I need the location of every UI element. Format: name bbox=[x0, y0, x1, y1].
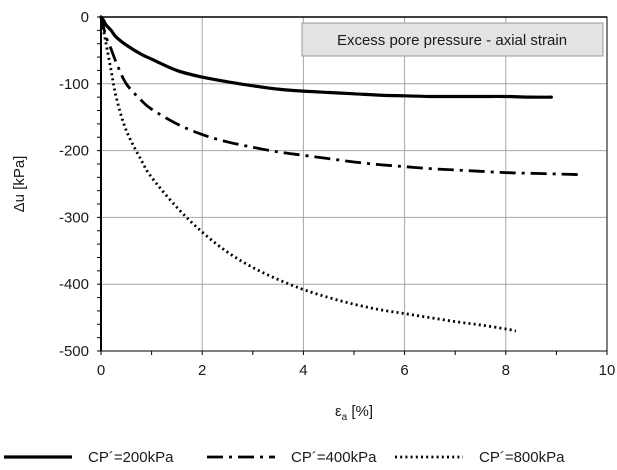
chart-title: Excess pore pressure - axial strain bbox=[337, 32, 567, 49]
x-axis-title: εa [%] bbox=[335, 403, 373, 423]
plot-area bbox=[101, 17, 607, 351]
x-tick-label: 6 bbox=[400, 362, 408, 379]
x-tick-label: 10 bbox=[599, 362, 616, 379]
legend-label-3: CP´=800kPa bbox=[479, 449, 565, 466]
x-tick-label: 2 bbox=[198, 362, 206, 379]
y-axis-title: Δu [kPa] bbox=[11, 156, 28, 213]
x-tick-labels: 0 2 4 6 8 10 bbox=[97, 362, 616, 379]
y-tick-label: -500 bbox=[59, 343, 89, 360]
y-tick-label: -400 bbox=[59, 276, 89, 293]
legend: CP´=200kPa CP´=400kPa CP´=800kPa bbox=[4, 449, 565, 466]
y-tick-label: 0 bbox=[81, 9, 89, 26]
x-axis-title-sub: a bbox=[342, 412, 348, 423]
y-tick-label: -200 bbox=[59, 143, 89, 160]
x-tick-label: 8 bbox=[502, 362, 510, 379]
legend-label-2: CP´=400kPa bbox=[291, 449, 377, 466]
x-axis-title-main: ε bbox=[335, 403, 342, 420]
series-line-3 bbox=[99, 16, 517, 333]
y-tick-labels: 0 -100 -200 -300 -400 -500 bbox=[59, 9, 89, 360]
series-line-1 bbox=[99, 15, 553, 99]
series-line-2 bbox=[99, 16, 582, 177]
x-tick-label: 0 bbox=[97, 362, 105, 379]
title-box bbox=[301, 22, 604, 57]
x-axis-title-unit: [%] bbox=[347, 403, 373, 420]
x-tick-label: 4 bbox=[299, 362, 307, 379]
y-tick-label: -100 bbox=[59, 76, 89, 93]
series-layer bbox=[99, 15, 582, 333]
y-tick-label: -300 bbox=[59, 209, 89, 226]
legend-label-1: CP´=200kPa bbox=[88, 449, 174, 466]
